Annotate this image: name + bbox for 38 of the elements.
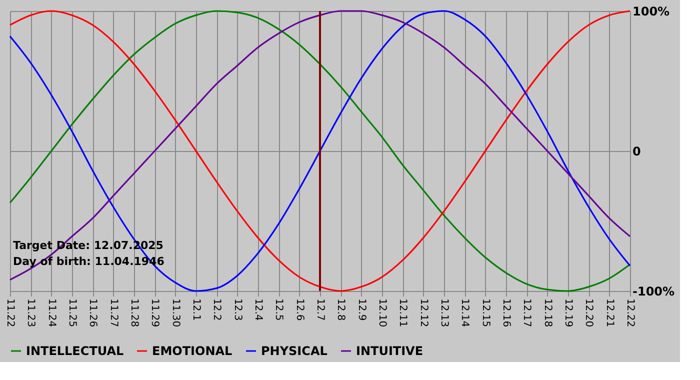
x-tick-label: 12.1: [190, 298, 202, 321]
x-tick-label: 12.9: [356, 298, 367, 321]
x-tick-label: 12.6: [294, 298, 305, 321]
x-tick-label: 11.29: [149, 298, 160, 328]
legend-label: INTUITIVE: [356, 344, 424, 358]
x-tick-label: 11.24: [46, 298, 57, 328]
x-tick-label: 11.26: [87, 298, 98, 328]
x-tick-label: 12.3: [232, 298, 243, 321]
x-tick-label: 12.16: [500, 298, 512, 328]
y-tick-label: -100%: [632, 284, 675, 298]
x-tick-label: 11.25: [66, 298, 78, 328]
y-tick-label: 100%: [632, 4, 670, 18]
legend-label: PHYSICAL: [261, 344, 328, 358]
x-tick-label: 12.10: [376, 298, 388, 328]
x-tick-label: 12.17: [521, 298, 532, 328]
x-tick-label: 12.14: [459, 298, 470, 328]
x-tick-label: 12.18: [542, 298, 553, 328]
x-tick-label: 12.5: [273, 298, 284, 321]
y-tick-label: 0: [632, 144, 641, 158]
x-tick-label: 12.21: [604, 298, 615, 328]
x-tick-label: 12.20: [583, 298, 594, 328]
x-tick-label: 12.7: [314, 298, 326, 321]
x-tick-label: 12.13: [438, 298, 450, 328]
x-tick-label: 12.15: [480, 298, 491, 328]
legend-label: EMOTIONAL: [152, 344, 233, 358]
legend-label: INTELLECTUAL: [26, 344, 124, 358]
x-tick-label: 11.27: [108, 298, 119, 328]
x-tick-label: 11.28: [128, 298, 140, 328]
x-tick-label: 12.22: [624, 298, 636, 328]
x-tick-label: 12.11: [397, 298, 408, 328]
x-tick-label: 11.23: [25, 298, 36, 328]
x-tick-label: 12.2: [211, 298, 222, 321]
x-tick-label: 12.8: [335, 298, 346, 321]
x-tick-label: 11.22: [4, 298, 16, 328]
x-tick-label: 12.12: [418, 298, 429, 328]
x-tick-label: 12.19: [562, 298, 574, 328]
x-tick-label: 12.4: [252, 298, 264, 321]
x-tick-label: 11.30: [170, 298, 181, 328]
